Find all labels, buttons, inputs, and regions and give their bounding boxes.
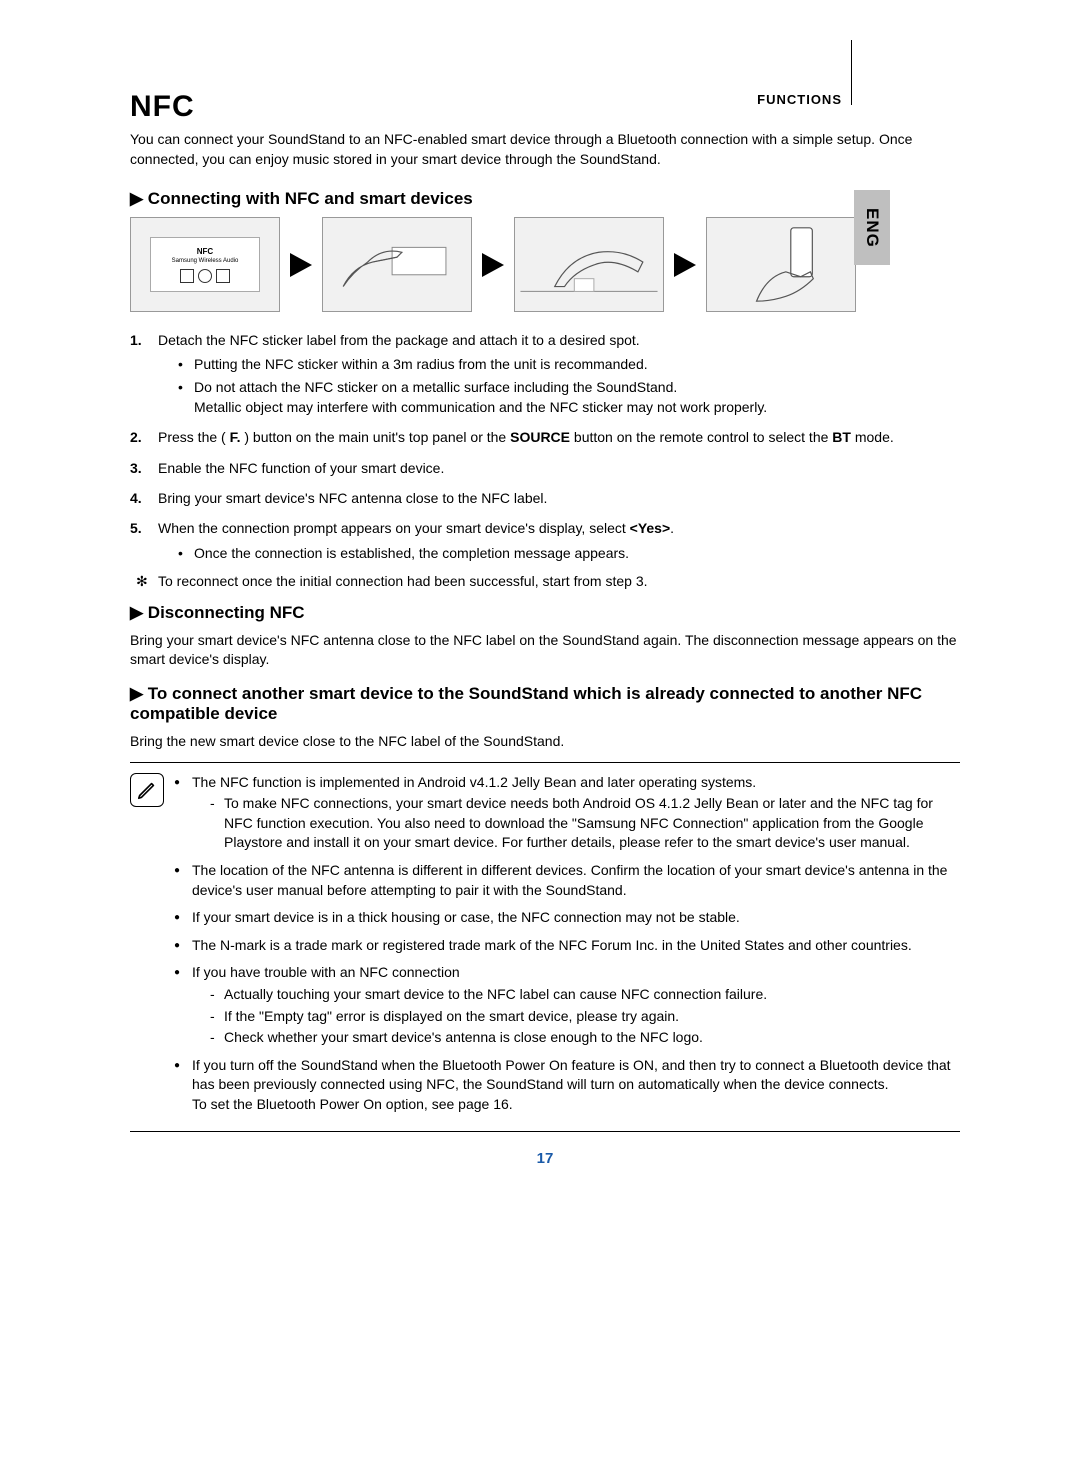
pencil-icon bbox=[136, 779, 158, 801]
language-tab: ENG bbox=[854, 190, 890, 265]
disconnect-body: Bring your smart device's NFC antenna cl… bbox=[130, 631, 960, 670]
subhead-disconnecting: ▶ Disconnecting NFC bbox=[130, 603, 960, 623]
language-tab-text: ENG bbox=[862, 208, 882, 248]
step-1-sub-1: Putting the NFC sticker within a 3m radi… bbox=[178, 354, 960, 374]
nfc-sticker-title: NFC bbox=[197, 247, 213, 256]
note-5-d2: If the "Empty tag" error is displayed on… bbox=[210, 1007, 960, 1027]
subhead-connecting: ▶ Connecting with NFC and smart devices bbox=[130, 189, 960, 209]
subhead-connect-another: ▶ To connect another smart device to the… bbox=[130, 684, 960, 724]
notes-section: The NFC function is implemented in Andro… bbox=[130, 762, 960, 1132]
nfc-sticker-sub: Samsung Wireless Audio bbox=[172, 258, 239, 264]
hand-place-icon bbox=[515, 218, 663, 311]
diagram-step-3 bbox=[514, 217, 664, 312]
note-1: The NFC function is implemented in Andro… bbox=[174, 773, 960, 853]
step-2: Press the ( F. ) button on the main unit… bbox=[130, 427, 960, 447]
intro-text: You can connect your SoundStand to an NF… bbox=[130, 130, 960, 169]
step-1-sub-2: Do not attach the NFC sticker on a metal… bbox=[178, 377, 960, 418]
step-4: Bring your smart device's NFC antenna cl… bbox=[130, 488, 960, 508]
arrow-icon bbox=[482, 253, 504, 277]
note-3: If your smart device is in a thick housi… bbox=[174, 908, 960, 928]
manual-page: FUNCTIONS ENG NFC You can connect your S… bbox=[0, 0, 1080, 1227]
steps-list: Detach the NFC sticker label from the pa… bbox=[130, 330, 960, 563]
step-1: Detach the NFC sticker label from the pa… bbox=[130, 330, 960, 417]
reconnect-note: To reconnect once the initial connection… bbox=[130, 573, 960, 589]
note-1-dash: To make NFC connections, your smart devi… bbox=[192, 794, 960, 853]
step-1-text: Detach the NFC sticker label from the pa… bbox=[158, 332, 640, 348]
note-5-d1: Actually touching your smart device to t… bbox=[210, 985, 960, 1005]
connect-another-body: Bring the new smart device close to the … bbox=[130, 732, 960, 752]
step-5-sublist: Once the connection is established, the … bbox=[158, 543, 960, 563]
step-3: Enable the NFC function of your smart de… bbox=[130, 458, 960, 478]
header-rule bbox=[851, 40, 852, 105]
step-5: When the connection prompt appears on yo… bbox=[130, 518, 960, 563]
step-1-sublist: Putting the NFC sticker within a 3m radi… bbox=[158, 354, 960, 417]
note-4: The N-mark is a trade mark or registered… bbox=[174, 936, 960, 956]
section-label: FUNCTIONS bbox=[757, 92, 842, 107]
arrow-icon bbox=[674, 253, 696, 277]
notes-list: The NFC function is implemented in Andro… bbox=[174, 773, 960, 1123]
hand-peel-icon bbox=[323, 218, 471, 311]
note-5-d3: Check whether your smart device's antenn… bbox=[210, 1028, 960, 1048]
note-6: If you turn off the SoundStand when the … bbox=[174, 1056, 960, 1115]
diagram-step-4 bbox=[706, 217, 856, 312]
hand-phone-icon bbox=[707, 218, 855, 311]
note-1-d1: To make NFC connections, your smart devi… bbox=[210, 794, 960, 853]
note-2: The location of the NFC antenna is diffe… bbox=[174, 861, 960, 900]
page-number: 17 bbox=[130, 1150, 960, 1167]
step-5-sub-1: Once the connection is established, the … bbox=[178, 543, 960, 563]
note-5-dash: Actually touching your smart device to t… bbox=[192, 985, 960, 1048]
nfc-sticker-mock: NFC Samsung Wireless Audio bbox=[150, 237, 260, 292]
diagram-step-2 bbox=[322, 217, 472, 312]
diagram-step-1: NFC Samsung Wireless Audio bbox=[130, 217, 280, 312]
nfc-diagram-row: NFC Samsung Wireless Audio bbox=[130, 217, 960, 312]
note-5: If you have trouble with an NFC connecti… bbox=[174, 963, 960, 1047]
pencil-note-icon bbox=[130, 773, 164, 807]
arrow-icon bbox=[290, 253, 312, 277]
nfc-sticker-icons bbox=[180, 269, 230, 283]
